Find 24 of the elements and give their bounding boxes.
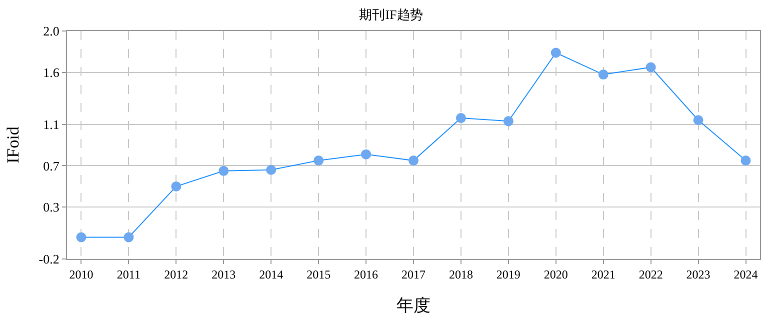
y-tick-label: 0.3: [43, 200, 60, 215]
x-tick-label: 2017: [402, 267, 426, 282]
x-tick-label: 2011: [116, 267, 140, 282]
chart-title: 期刊IF趋势: [359, 7, 423, 22]
x-tick-label: 2024: [734, 267, 758, 282]
x-tick-label: 2021: [591, 267, 616, 282]
x-tick-label: 2013: [212, 267, 236, 282]
y-axis-title: IFoid: [3, 126, 22, 164]
x-tick-label: 2020: [544, 267, 568, 282]
x-tick-label: 2019: [496, 267, 520, 282]
x-tick-label: 2010: [69, 267, 94, 282]
y-tick-label: 1.6: [43, 65, 60, 80]
x-tick-label: 2014: [259, 267, 284, 282]
y-tick-label: 1.1: [43, 116, 60, 132]
y-tick-label: 2.0: [43, 24, 60, 39]
y-tick-label: -0.2: [38, 252, 60, 267]
x-tick-label: 2016: [354, 267, 378, 282]
x-tick-label: 2015: [306, 267, 331, 282]
y-tick-label: 0.7: [43, 158, 60, 174]
x-tick-label: 2012: [164, 267, 188, 282]
x-tick-label: 2022: [638, 267, 663, 282]
x-axis-title: 年度: [396, 296, 430, 315]
x-tick-label: 2023: [686, 267, 710, 282]
x-tick-label: 2018: [448, 267, 473, 282]
